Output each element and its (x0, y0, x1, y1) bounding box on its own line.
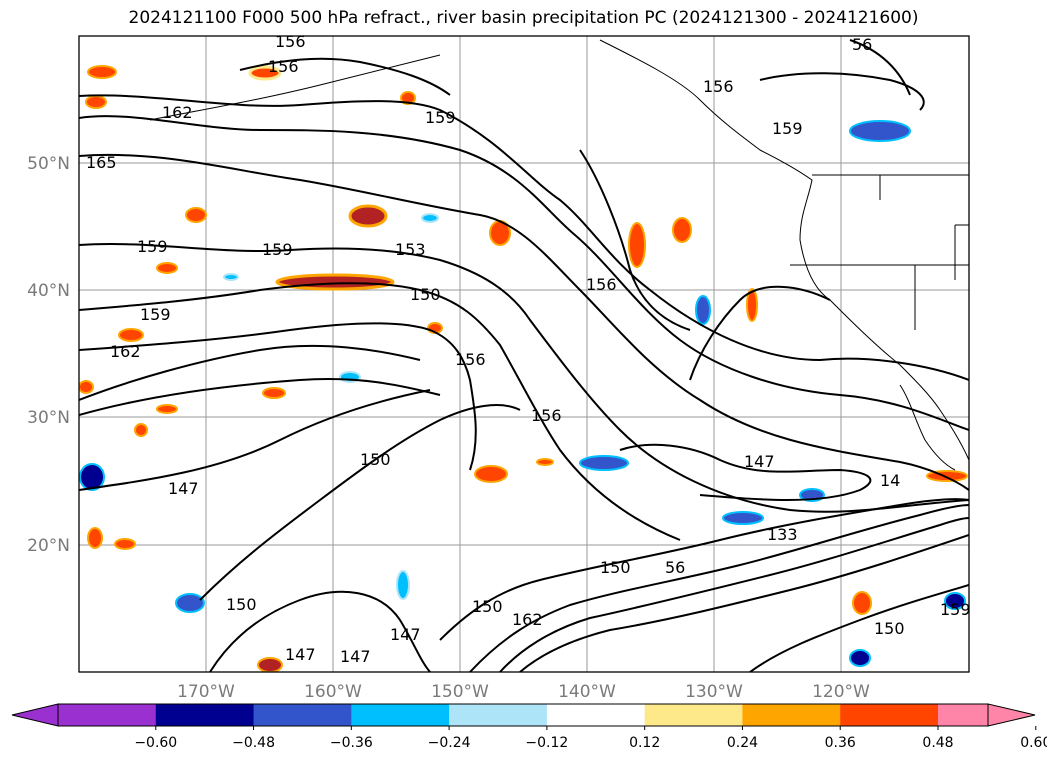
colorbar-segment (449, 704, 548, 726)
contour-label: 147 (168, 479, 199, 498)
contour-label: 150 (874, 619, 905, 638)
contour-label: 133 (767, 525, 798, 544)
contour-label: 162 (110, 342, 141, 361)
contour-label: 156 (455, 350, 486, 369)
longitude-labels: 170°W 160°W 150°W 140°W 130°W 120°W (177, 682, 870, 702)
colorbar-tick-label: 0.48 (922, 735, 953, 751)
colorbar-extend-high (987, 703, 1036, 727)
colorbar-tick-label: −0.12 (525, 735, 568, 751)
contour-labels: 156 156 156 159 162 165 159 159 153 150 … (86, 32, 971, 666)
contour-label: 159 (137, 237, 168, 256)
colorbar-tick-label: −0.24 (428, 735, 471, 751)
lon-label-120w: 120°W (812, 682, 870, 702)
colorbar-segment (840, 704, 939, 726)
contour-label: 147 (390, 625, 421, 644)
contour-label: 156 (703, 77, 734, 96)
lon-label-130w: 130°W (685, 682, 743, 702)
contour-label: 150 (600, 558, 631, 577)
coastline (149, 39, 969, 471)
contour-label: 147 (285, 645, 316, 664)
height-contours (79, 39, 969, 672)
contour-label: 150 (410, 285, 441, 304)
lat-label-30: 30°N (27, 408, 70, 428)
contour-label: 150 (472, 597, 503, 616)
contour-label: 165 (86, 153, 117, 172)
colorbar-tick-label: 0.24 (727, 735, 758, 751)
contour-label: 162 (512, 610, 543, 629)
map-frame (78, 35, 970, 673)
colorbar-segment (58, 704, 157, 726)
map-title: 2024121100 F000 500 hPa refract., river … (128, 8, 919, 28)
map-area (79, 36, 969, 672)
contour-label: 159 (940, 600, 971, 619)
latitude-labels: 50°N 40°N 30°N 20°N (27, 154, 70, 556)
lat-label-40: 40°N (27, 281, 70, 301)
colorbar-tick-label: −0.48 (232, 735, 275, 751)
colorbar-segment (155, 704, 255, 726)
lon-label-140w: 140°W (558, 682, 616, 702)
precip-shading (79, 65, 968, 672)
contour-label: 56 (665, 558, 685, 577)
lon-label-170w: 170°W (177, 682, 235, 702)
contour-label: 159 (140, 305, 171, 324)
contour-label: 159 (262, 240, 293, 259)
colorbar-tick-label: 0.36 (825, 735, 856, 751)
contour-label: 147 (340, 647, 371, 666)
contour-label: 14 (880, 471, 900, 490)
contour-label: 159 (772, 119, 803, 138)
lon-label-150w: 150°W (431, 682, 489, 702)
colorbar-tick-label: 0.12 (629, 735, 660, 751)
contour-label: 156 (586, 275, 617, 294)
contour-label: 156 (275, 32, 306, 51)
contour-label: 159 (425, 108, 456, 127)
contour-label: 156 (268, 57, 299, 76)
colorbar-segment (351, 704, 450, 726)
contour-label: 56 (852, 35, 872, 54)
colorbar-tick-label: −0.36 (330, 735, 373, 751)
colorbar-extend-low (11, 703, 59, 727)
colorbar-segment (253, 704, 352, 726)
colorbar-segment (742, 704, 841, 726)
lat-label-50: 50°N (27, 154, 70, 174)
contour-label: 162 (162, 103, 193, 122)
contour-label: 153 (395, 240, 426, 259)
colorbar-segment (644, 704, 743, 726)
contour-label: 150 (226, 595, 257, 614)
contour-label: 156 (531, 406, 562, 425)
colorbar-tick-label: 0.60 (1020, 735, 1047, 751)
lon-label-160w: 160°W (304, 682, 362, 702)
colorbar-segment (938, 704, 988, 726)
contour-label: 147 (744, 452, 775, 471)
colorbar-segment (546, 704, 646, 726)
colorbar-tick-label: −0.60 (134, 735, 177, 751)
contour-label: 150 (360, 450, 391, 469)
lat-label-20: 20°N (27, 536, 70, 556)
colorbar: −0.60 −0.48 −0.36 −0.24 −0.12 0.12 0.24 0.36 0.4… (11, 703, 1047, 751)
